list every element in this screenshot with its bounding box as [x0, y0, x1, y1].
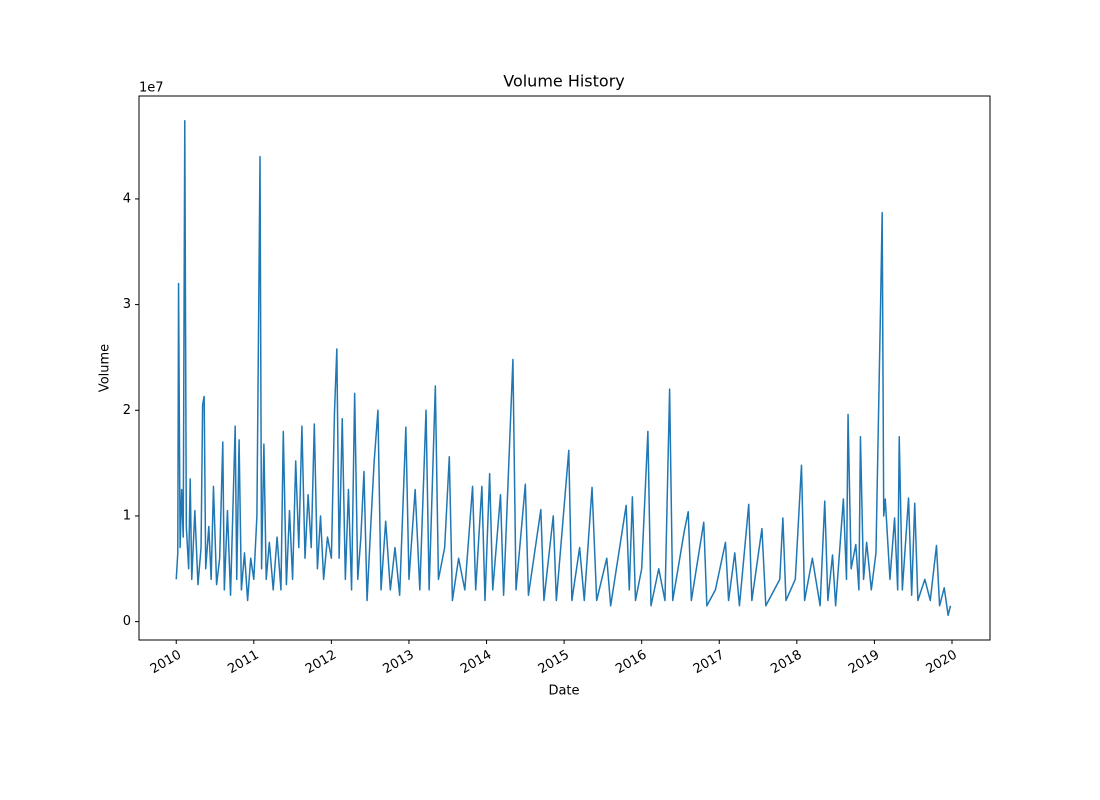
- y-tick-label: 4: [123, 191, 131, 206]
- x-tick-label: 2018: [768, 648, 804, 678]
- x-tick-label: 2016: [613, 648, 649, 678]
- y-tick-label: 0: [123, 614, 131, 629]
- x-tick-label: 2012: [303, 648, 339, 678]
- x-tick-label: 2017: [691, 648, 727, 678]
- x-tick-label: 2013: [381, 648, 417, 678]
- y-tick-label: 1: [123, 508, 131, 523]
- x-axis-label: Date: [548, 684, 579, 699]
- x-tick-label: 2010: [148, 648, 184, 678]
- y-axis-label: Volume: [98, 344, 113, 392]
- chart-title: Volume History: [503, 72, 625, 91]
- data-line: [175, 119, 952, 617]
- y-tick-label: 3: [123, 297, 131, 312]
- y-offset-label: 1e7: [139, 81, 164, 96]
- y-tick-label: 2: [123, 403, 131, 418]
- x-tick-label: 2020: [924, 648, 960, 678]
- x-tick-label: 2014: [458, 648, 494, 678]
- x-tick-label: 2011: [225, 648, 261, 678]
- x-tick-label: 2015: [536, 648, 572, 678]
- x-tick-label: 2019: [846, 648, 882, 678]
